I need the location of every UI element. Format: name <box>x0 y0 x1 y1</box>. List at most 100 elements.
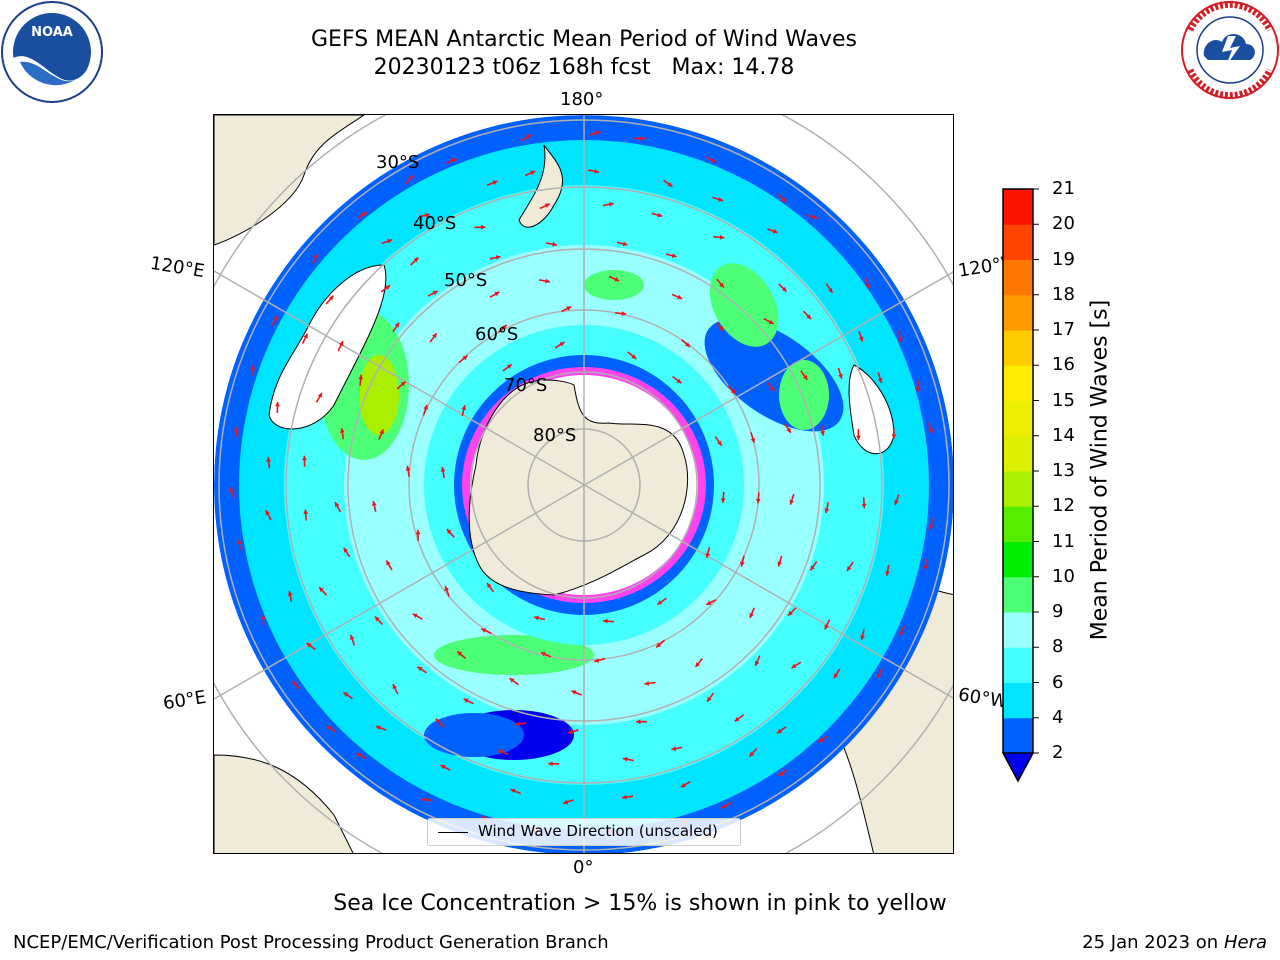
colorbar-segment <box>1003 717 1033 754</box>
wind-wave-arrow-head <box>292 681 298 687</box>
colorbar-extend-arrow <box>1001 752 1035 783</box>
wind-wave-arrow-head <box>622 794 627 800</box>
wind-wave-arrow-head <box>603 618 608 624</box>
wind-wave-arrow-head <box>423 404 428 410</box>
graticule <box>214 115 953 853</box>
footer-machine: Hera <box>1223 932 1267 953</box>
wind-wave-arrow-head <box>319 587 324 593</box>
lat-label-50s: 50°S <box>444 270 488 291</box>
wind-wave-arrow-head <box>417 666 423 672</box>
wind-wave-arrow-head <box>677 294 683 300</box>
wind-wave-arrow-head <box>506 364 512 369</box>
wind-wave-arrow-head <box>877 673 882 679</box>
wind-wave-arrow-head <box>233 426 239 432</box>
wind-wave-arrow-head <box>721 803 727 809</box>
wind-wave-arrow-head <box>656 642 662 648</box>
colorbar-segment <box>1003 612 1033 648</box>
wind-wave-arrow-head <box>614 277 620 282</box>
wind-wave-arrow-head <box>915 387 921 392</box>
wind-wave-arrow-head <box>375 725 381 731</box>
wind-wave-arrow-head <box>421 797 427 803</box>
wind-wave-arrow-head <box>818 737 824 743</box>
wind-wave-arrow-head <box>260 614 266 620</box>
wind-wave-arrow-head <box>636 719 641 725</box>
wind-wave-arrow-head <box>266 457 272 462</box>
wind-wave-arrow-head <box>824 624 829 630</box>
wind-wave-arrow-head <box>719 234 725 240</box>
wind-wave-arrow-head <box>303 333 308 339</box>
wind-wave-arrow-head <box>891 434 897 439</box>
colorbar-tick-label: 12 <box>1052 495 1075 517</box>
wind-wave-arrow-head <box>250 364 255 370</box>
colorbar-tick-label: 17 <box>1052 319 1075 340</box>
wind-wave-arrow-head <box>707 696 712 702</box>
colorbar-segment <box>1003 541 1033 578</box>
wind-wave-arrow-head <box>749 612 754 618</box>
wind-wave-arrow-head <box>451 158 457 163</box>
wind-wave-arrow-head <box>877 378 883 384</box>
wind-wave-arrow-head <box>457 651 463 657</box>
wind-wave-arrow-head <box>812 214 818 220</box>
wind-wave-arrow-head <box>740 561 745 567</box>
wind-wave-arrow-head <box>671 746 677 751</box>
wind-wave-arrow-head <box>530 170 536 176</box>
polar-map <box>213 114 954 854</box>
wind-wave-arrow-head <box>552 241 558 247</box>
wind-wave-arrow-head <box>432 290 438 296</box>
wind-wave-arrow-head <box>548 761 553 767</box>
wind-wave-arrow-head <box>885 570 890 576</box>
wind-wave-arrow-head <box>640 136 646 141</box>
wind-wave-arrow-head <box>594 168 600 174</box>
wind-wave-arrow-head <box>432 333 437 339</box>
wind-wave-arrow-head <box>526 134 532 139</box>
wind-wave-arrow-head <box>540 652 546 657</box>
wind-wave-arrow-head <box>326 725 332 731</box>
wind-wave-arrow-head <box>788 610 793 616</box>
wind-wave-arrow-head <box>229 487 234 493</box>
map-legend: Wind Wave Direction (unscaled) <box>427 818 741 846</box>
wind-wave-arrow-head <box>820 430 825 436</box>
lon-label-120e: 120°E <box>148 252 207 283</box>
wind-wave-arrow-head <box>394 322 400 328</box>
wind-wave-arrow-head <box>705 552 711 558</box>
colorbar-segment <box>1003 647 1033 683</box>
lat-label-60s: 60°S <box>475 324 519 345</box>
wind-wave-arrow-head <box>749 751 755 757</box>
wind-wave-arrow-head <box>838 373 843 379</box>
wind-wave-arrow-head <box>306 643 312 648</box>
colorbar-label: Mean Period of Wind Waves [s] <box>1087 299 1113 641</box>
wind-wave-arrow-head <box>487 583 492 589</box>
colorbar <box>1001 188 1039 783</box>
wind-wave-arrow-head <box>828 287 833 293</box>
wind-wave-arrow-head <box>534 615 539 621</box>
wind-wave-arrows <box>229 130 934 835</box>
wind-wave-arrow-head <box>750 437 756 443</box>
wind-wave-arrow-head <box>461 405 467 411</box>
wind-wave-arrow-head <box>515 721 520 727</box>
wind-wave-arrow-head <box>413 257 419 263</box>
wind-wave-arrow-head <box>791 663 797 669</box>
wind-wave-arrow-head <box>755 498 761 504</box>
wind-wave-arrow-head <box>313 253 319 259</box>
wind-wave-arrow-head <box>408 175 413 181</box>
wind-wave-arrow-head <box>440 765 446 770</box>
wind-wave-arrow-head <box>928 428 933 434</box>
wind-wave-arrow-head <box>343 692 349 697</box>
wind-wave-arrow-head <box>566 306 572 311</box>
lat-label-40s: 40°S <box>413 213 457 234</box>
colorbar-tick-label: 11 <box>1052 530 1075 552</box>
wind-wave-arrow-head <box>510 788 516 794</box>
wind-wave-arrow-head <box>718 197 724 202</box>
legend-line-swatch <box>438 832 468 833</box>
wind-wave-arrow-head <box>778 771 784 776</box>
wind-wave-arrow-head <box>328 295 334 301</box>
wind-wave-arrow-head <box>544 203 550 208</box>
wind-wave-arrow-head <box>858 336 864 342</box>
footer-right: 25 Jan 2023 on Hera <box>1082 932 1267 953</box>
wind-wave-arrow-head <box>860 635 865 641</box>
wind-wave-arrow-head <box>287 591 293 596</box>
colorbar-tick-label: 19 <box>1052 248 1075 270</box>
colorbar-segment <box>1003 259 1033 296</box>
sea-ice-note: Sea Ice Concentration > 15% is shown in … <box>333 891 947 916</box>
wind-wave-arrow-head <box>622 241 628 247</box>
